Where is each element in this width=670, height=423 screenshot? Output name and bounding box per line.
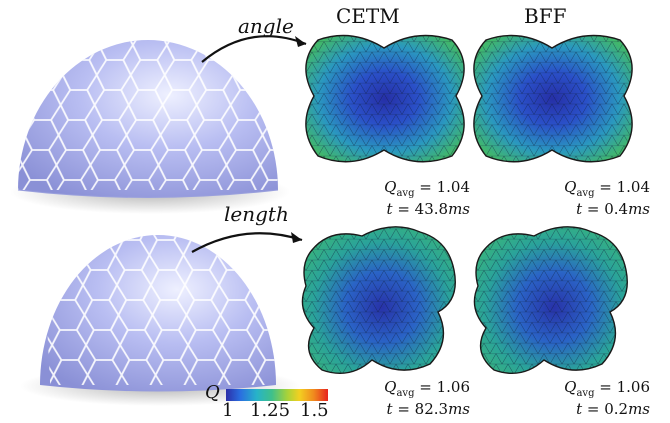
stat-quality-angle-bff: Qavg = 1.04 [564,178,650,199]
colorbar-tick-max: 1.5 [300,400,329,421]
stat-time-angle-bff: t = 0.4ms [576,200,650,218]
colorbar-symbol: Q [205,382,220,403]
row-label-angle: angle [238,14,294,38]
column-title-bff: BFF [524,4,567,28]
arrow-angle [201,35,307,63]
stat-quality-length-cetm: Qavg = 1.06 [384,378,470,399]
colorbar-tick-min: 1 [222,400,234,421]
column-title-cetm: CETM [336,4,400,28]
arrow-length [191,232,303,253]
stat-quality-length-bff: Qavg = 1.06 [564,378,650,399]
stat-time-length-bff: t = 0.2ms [576,400,650,418]
mesh-angle-bff [473,34,633,163]
mesh-angle-cetm [305,34,465,163]
stat-quality-angle-cetm: Qavg = 1.04 [384,178,470,199]
row-label-length: length [224,202,289,226]
stat-time-angle-cetm: t = 43.8ms [386,200,470,218]
mesh-length-bff [473,226,628,374]
colorbar [226,389,328,401]
colorbar-tick-mid: 1.25 [250,400,291,421]
mesh-length-cetm [301,226,456,374]
hemisphere-bottom [20,235,300,406]
hemisphere-top [10,40,290,214]
stat-time-length-cetm: t = 82.3ms [386,400,470,418]
